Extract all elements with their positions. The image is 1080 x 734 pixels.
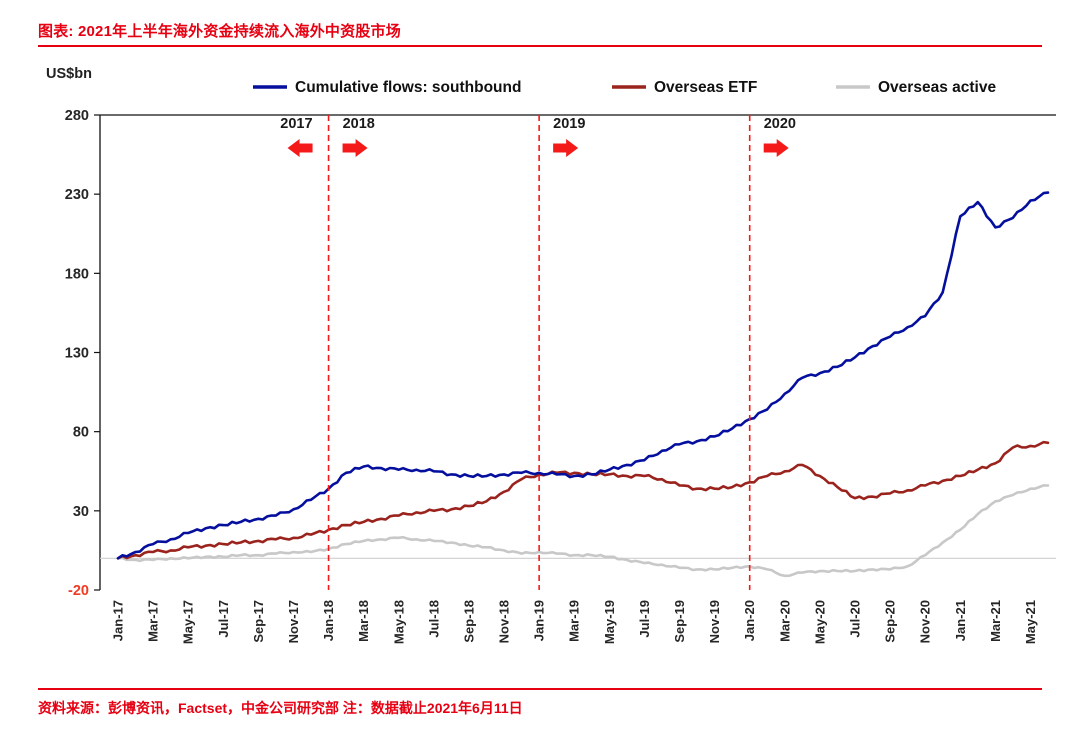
y-tick-label: 130 [65,346,89,362]
y-tick-label: 180 [65,266,89,282]
x-tick-label: Nov-19 [707,600,722,643]
y-tick-label: 280 [65,108,89,124]
year-arrow-right-icon [763,139,789,157]
figure-title: 图表: 2021年上半年海外资金持续流入海外中资股市场 [38,23,401,40]
x-tick-label: Jan-17 [111,600,126,641]
series-line-2 [116,484,1050,578]
x-tick-label: Nov-17 [286,600,301,643]
axis-unit-label: US$bn [46,66,92,82]
chart-area: 280 230 180 130 80 30 -20 US$bn Jan-17 Mar-17 May-… [0,58,1080,664]
x-tick-label: May-20 [812,600,827,644]
legend-label: Overseas active [878,79,996,96]
footer-rule [38,688,1042,690]
title-rule [38,45,1042,47]
x-tick-label: Sep-19 [672,600,687,643]
x-tick-label: Mar-19 [567,600,582,642]
x-tick-label: May-18 [391,600,406,644]
x-tick-label: Sep-17 [251,600,266,643]
x-tick-label: Nov-18 [497,600,512,643]
x-tick-label: Sep-18 [461,600,476,643]
year-label: 2018 [343,116,375,132]
x-tick-label: Nov-20 [918,600,933,643]
legend-item: Cumulative flows: southbound [253,79,521,96]
y-tick-label: 230 [65,187,89,203]
x-tick-label: Jul-18 [426,600,441,638]
x-tick-label: Jan-19 [532,600,547,641]
x-tick-label: Jul-20 [847,600,862,638]
legend-item: Overseas active [836,79,996,96]
x-tick-label: Mar-20 [777,600,792,642]
year-label: 2020 [764,116,796,132]
year-arrow-right-icon [342,139,368,157]
year-arrow-left-icon [287,139,313,157]
y-tick-label: 80 [73,425,89,441]
legend-label: Cumulative flows: southbound [295,79,521,96]
x-tick-label: Sep-20 [883,600,898,643]
flows-chart: 280 230 180 130 80 30 -20 US$bn Jan-17 Mar-17 May-… [46,66,1056,644]
x-tick-label: Jan-21 [953,600,968,641]
year-label: 2017 [280,116,312,132]
x-tick-label: Mar-17 [146,600,161,642]
legend-item: Overseas ETF [612,79,757,96]
legend-label: Overseas ETF [654,79,757,96]
x-tick-label: Jul-19 [637,600,652,638]
y-tick-label: -20 [68,583,89,599]
series-line-0 [116,191,1050,560]
x-tick-label: May-19 [602,600,617,644]
x-tick-label: May-17 [181,600,196,644]
x-tick-label: Jan-18 [321,600,336,641]
x-tick-label: Mar-18 [356,600,371,642]
x-tick-label: Jan-20 [742,600,757,641]
series-line-1 [116,440,1050,560]
year-arrow-right-icon [553,139,579,157]
source-note: 资料来源：彭博资讯，Factset，中金公司研究部 注：数据截止2021年6月1… [38,700,523,716]
x-tick-label: May-21 [1023,600,1038,644]
x-tick-label: Mar-21 [988,600,1003,642]
y-tick-label: 30 [73,504,89,520]
year-label: 2019 [553,116,585,132]
x-tick-label: Jul-17 [216,600,231,638]
